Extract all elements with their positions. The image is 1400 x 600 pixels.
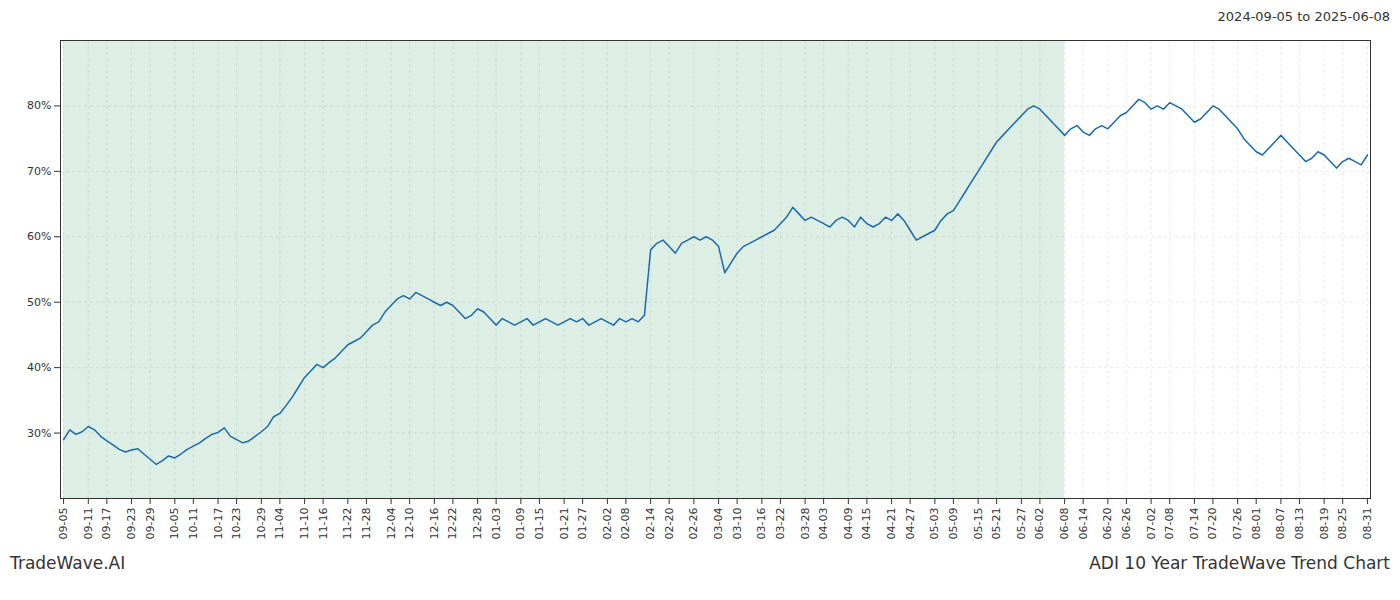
svg-text:07-26: 07-26: [1231, 508, 1244, 540]
svg-text:03-16: 03-16: [755, 508, 768, 540]
html-text:2024-09-05 to 2025-06-08: 2024-09-05 to 2025-06-08: [1217, 9, 1390, 24]
svg-text:01-09: 01-09: [514, 508, 527, 540]
svg-text:04-27: 04-27: [904, 508, 917, 540]
svg-text:07-20: 07-20: [1206, 508, 1219, 540]
svg-text:03-04: 03-04: [712, 508, 725, 540]
svg-text:05-09: 05-09: [947, 508, 960, 540]
svg-text:05-21: 05-21: [990, 508, 1003, 540]
svg-text:03-10: 03-10: [731, 508, 744, 540]
svg-text:09-11: 09-11: [82, 508, 95, 540]
svg-text:02-14: 02-14: [644, 508, 657, 540]
svg-text:11-10: 11-10: [298, 508, 311, 540]
svg-text:10-11: 10-11: [187, 508, 200, 540]
svg-text:11-16: 11-16: [317, 508, 330, 540]
svg-text:06-14: 06-14: [1077, 508, 1090, 540]
svg-text:08-13: 08-13: [1293, 508, 1306, 540]
svg-text:06-08: 06-08: [1058, 508, 1071, 540]
svg-text:09-05: 09-05: [57, 508, 70, 540]
svg-text:12-10: 12-10: [403, 508, 416, 540]
svg-text:05-03: 05-03: [928, 508, 941, 540]
svg-text:50%: 50%: [27, 296, 51, 309]
svg-text:08-07: 08-07: [1274, 508, 1287, 540]
svg-text:12-28: 12-28: [471, 508, 484, 540]
svg-text:02-26: 02-26: [687, 508, 700, 540]
svg-text:06-26: 06-26: [1120, 508, 1133, 540]
svg-text:04-15: 04-15: [860, 508, 873, 540]
svg-text:70%: 70%: [27, 165, 51, 178]
svg-text:06-20: 06-20: [1101, 508, 1114, 540]
svg-text:12-22: 12-22: [446, 508, 459, 540]
svg-text:08-25: 08-25: [1336, 508, 1349, 540]
svg-text:11-04: 11-04: [273, 508, 286, 540]
svg-text:12-04: 12-04: [385, 508, 398, 540]
svg-text:40%: 40%: [27, 361, 51, 374]
svg-text:06-02: 06-02: [1033, 508, 1046, 540]
svg-text:05-15: 05-15: [972, 508, 985, 540]
svg-text:11-22: 11-22: [341, 508, 354, 540]
svg-text:04-09: 04-09: [842, 508, 855, 540]
svg-text:03-28: 03-28: [799, 508, 812, 540]
svg-text:07-08: 07-08: [1163, 508, 1176, 540]
svg-text:08-19: 08-19: [1318, 508, 1331, 540]
svg-text:10-17: 10-17: [212, 508, 225, 540]
svg-text:80%: 80%: [27, 99, 51, 112]
svg-text:02-20: 02-20: [663, 508, 676, 540]
svg-text:04-21: 04-21: [885, 508, 898, 540]
svg-text:07-14: 07-14: [1188, 508, 1201, 540]
html-text:TradeWave.AI: TradeWave.AI: [10, 553, 126, 573]
svg-text:05-27: 05-27: [1015, 508, 1028, 540]
svg-text:02-08: 02-08: [619, 508, 632, 540]
svg-text:10-23: 10-23: [230, 508, 243, 540]
svg-text:10-29: 10-29: [255, 508, 268, 540]
svg-text:12-16: 12-16: [428, 508, 441, 540]
svg-text:01-27: 01-27: [576, 508, 589, 540]
svg-text:09-29: 09-29: [144, 508, 157, 540]
svg-text:03-22: 03-22: [774, 508, 787, 540]
svg-text:60%: 60%: [27, 230, 51, 243]
svg-text:01-03: 01-03: [490, 508, 503, 540]
svg-text:01-21: 01-21: [558, 508, 571, 540]
svg-text:11-28: 11-28: [360, 508, 373, 540]
svg-text:08-01: 08-01: [1250, 508, 1263, 540]
svg-text:07-02: 07-02: [1145, 508, 1158, 540]
svg-text:10-05: 10-05: [168, 508, 181, 540]
svg-text:02-02: 02-02: [601, 508, 614, 540]
svg-text:08-31: 08-31: [1361, 508, 1374, 540]
svg-text:01-15: 01-15: [533, 508, 546, 540]
svg-text:30%: 30%: [27, 427, 51, 440]
svg-text:09-17: 09-17: [100, 508, 113, 540]
svg-text:04-03: 04-03: [817, 508, 830, 540]
svg-text:09-23: 09-23: [125, 508, 138, 540]
html-text:ADI 10 Year TradeWave Trend Ch: ADI 10 Year TradeWave Trend Chart: [1089, 553, 1390, 573]
